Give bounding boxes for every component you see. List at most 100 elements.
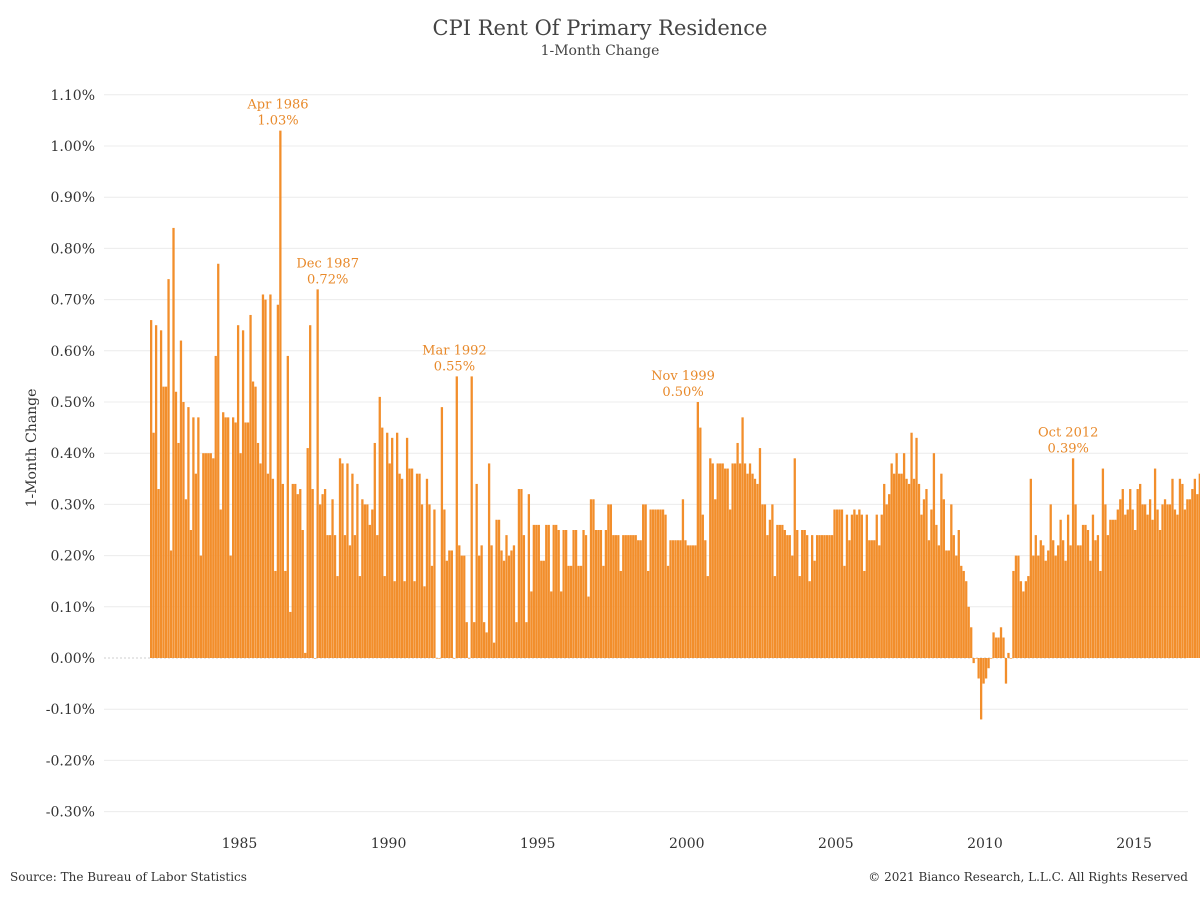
bar <box>1156 509 1159 658</box>
bar <box>776 524 779 658</box>
bar <box>664 514 667 658</box>
bar <box>507 555 511 658</box>
bar <box>1007 652 1010 658</box>
bar <box>619 570 622 658</box>
bar <box>828 535 831 658</box>
annotation-date-label: Mar 1992 <box>422 343 487 358</box>
bar <box>579 565 583 658</box>
bar <box>346 463 349 658</box>
bar <box>820 535 824 658</box>
annotation-date-label: Dec 1987 <box>296 256 359 271</box>
bar <box>505 535 508 658</box>
bar <box>1119 499 1122 658</box>
bar <box>716 463 719 658</box>
bar <box>1183 509 1187 658</box>
bar <box>743 463 747 658</box>
bar <box>977 658 980 679</box>
bar <box>773 576 777 658</box>
bar <box>1186 499 1189 658</box>
bar <box>726 468 729 658</box>
bar <box>368 524 371 658</box>
bar <box>982 658 985 684</box>
bar <box>1144 504 1147 658</box>
bar <box>736 442 739 658</box>
bar <box>1017 555 1020 658</box>
bar <box>403 581 406 658</box>
bar <box>1163 499 1167 658</box>
bar <box>942 499 945 658</box>
bar <box>542 560 545 658</box>
bar <box>323 489 327 658</box>
bar <box>445 560 448 658</box>
bar <box>699 427 702 658</box>
bar <box>925 489 928 658</box>
bar <box>304 652 307 658</box>
y-tick-label: -0.30% <box>46 805 95 821</box>
bar <box>853 509 856 658</box>
bar <box>510 550 513 658</box>
bar <box>689 545 692 658</box>
x-axis-ticks: 19851990199520002005201020152020 <box>222 836 1152 852</box>
bar <box>860 514 863 658</box>
bar <box>567 565 570 658</box>
bar <box>975 658 978 659</box>
annotation-date-label: Oct 2012 <box>1038 425 1098 440</box>
annotation-value-label: 0.72% <box>307 272 348 287</box>
bar <box>729 509 732 658</box>
bar <box>415 473 419 658</box>
bar <box>557 530 560 658</box>
bar <box>276 304 280 658</box>
bar <box>940 473 943 658</box>
bar <box>333 535 337 658</box>
bar <box>1193 478 1196 658</box>
bar <box>229 555 232 658</box>
bar <box>1032 555 1035 658</box>
bar <box>639 540 642 658</box>
bar <box>400 478 404 658</box>
bar <box>227 417 230 658</box>
bar <box>204 453 207 658</box>
bar <box>1091 514 1095 658</box>
bar <box>433 509 436 658</box>
bar <box>888 494 891 658</box>
bar <box>838 509 841 658</box>
bar <box>393 581 396 658</box>
bar <box>331 499 334 658</box>
bar <box>1181 483 1184 658</box>
bar <box>485 632 488 658</box>
bar <box>895 453 898 658</box>
bar <box>724 468 727 658</box>
bar <box>1042 545 1045 658</box>
bar <box>624 535 627 658</box>
bar <box>497 519 501 658</box>
copyright-note: © 2021 Bianco Research, L.L.C. All Right… <box>868 870 1188 884</box>
bar <box>219 509 222 658</box>
bar <box>343 535 347 658</box>
bar <box>840 509 844 658</box>
bar <box>468 658 471 659</box>
bar <box>453 658 456 659</box>
x-tick-label: 1985 <box>222 836 258 852</box>
y-tick-label: 0.80% <box>51 241 95 257</box>
y-tick-label: 0.40% <box>51 446 95 462</box>
bar <box>637 540 640 658</box>
bar <box>1014 555 1018 658</box>
bar <box>157 489 160 658</box>
bar <box>520 489 523 658</box>
bar <box>492 642 496 658</box>
bar <box>870 540 873 658</box>
bar <box>803 530 806 658</box>
bar <box>684 540 687 658</box>
y-tick-label: 0.30% <box>51 497 95 513</box>
bar <box>1047 550 1050 658</box>
bar <box>222 412 225 658</box>
bar <box>388 463 391 658</box>
bar <box>885 504 888 658</box>
bar <box>830 535 834 658</box>
bar <box>512 545 516 658</box>
bar <box>473 622 476 658</box>
bar <box>386 432 389 658</box>
bar <box>612 535 615 658</box>
bar <box>286 355 289 658</box>
bar <box>289 611 292 658</box>
